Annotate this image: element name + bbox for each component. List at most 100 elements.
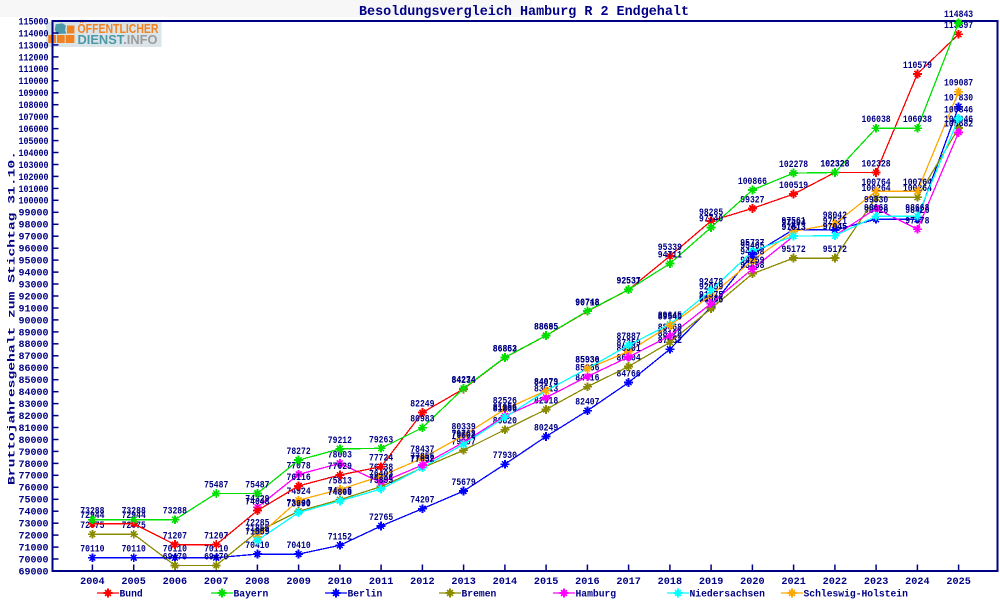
svg-text:69470: 69470 bbox=[204, 552, 228, 563]
svg-text:110579: 110579 bbox=[903, 61, 932, 72]
svg-text:Besoldungsvergleich Hamburg R: Besoldungsvergleich Hamburg R 2 Endgehal… bbox=[359, 5, 689, 20]
svg-text:97740: 97740 bbox=[699, 214, 723, 225]
svg-text:92531: 92531 bbox=[617, 277, 641, 288]
svg-text:107830: 107830 bbox=[944, 94, 973, 105]
svg-text:80339: 80339 bbox=[452, 422, 476, 433]
svg-text:70110: 70110 bbox=[163, 545, 187, 556]
svg-text:74048: 74048 bbox=[245, 498, 269, 509]
svg-text:2010: 2010 bbox=[328, 577, 353, 588]
svg-text:75813: 75813 bbox=[328, 477, 352, 488]
svg-text:70110: 70110 bbox=[122, 545, 146, 556]
svg-text:Hamburg: Hamburg bbox=[576, 589, 617, 600]
svg-text:104000: 104000 bbox=[19, 149, 49, 160]
svg-text:77930: 77930 bbox=[493, 451, 517, 462]
svg-text:95172: 95172 bbox=[782, 245, 806, 256]
svg-text:100000: 100000 bbox=[19, 197, 49, 208]
svg-text:91000: 91000 bbox=[19, 304, 49, 315]
svg-text:74865: 74865 bbox=[328, 488, 352, 499]
svg-text:83000: 83000 bbox=[19, 400, 49, 411]
svg-text:86863: 86863 bbox=[493, 344, 517, 355]
svg-text:73890: 73890 bbox=[287, 500, 311, 511]
svg-text:82000: 82000 bbox=[19, 412, 49, 423]
svg-text:Schleswig-Holstein: Schleswig-Holstein bbox=[804, 589, 908, 600]
svg-text:70410: 70410 bbox=[287, 541, 311, 552]
svg-text:99000: 99000 bbox=[19, 209, 49, 220]
svg-text:84234: 84234 bbox=[452, 376, 476, 387]
svg-text:70410: 70410 bbox=[245, 541, 269, 552]
svg-text:76403: 76403 bbox=[369, 470, 393, 481]
svg-text:91375: 91375 bbox=[699, 291, 723, 302]
svg-text:88695: 88695 bbox=[534, 323, 558, 334]
svg-text:86000: 86000 bbox=[19, 364, 49, 375]
svg-text:73288: 73288 bbox=[80, 507, 104, 518]
svg-text:94259: 94259 bbox=[740, 256, 764, 267]
svg-text:71152: 71152 bbox=[328, 532, 352, 543]
svg-text:80820: 80820 bbox=[493, 417, 517, 428]
svg-text:95737: 95737 bbox=[740, 238, 764, 249]
svg-text:DIENST.INFO: DIENST.INFO bbox=[78, 33, 158, 47]
svg-text:97045: 97045 bbox=[823, 223, 847, 234]
svg-text:108000: 108000 bbox=[19, 101, 49, 112]
svg-text:2012: 2012 bbox=[410, 577, 435, 588]
svg-text:2025: 2025 bbox=[946, 577, 971, 588]
svg-text:102328: 102328 bbox=[820, 160, 849, 171]
svg-text:77652: 77652 bbox=[410, 455, 434, 466]
svg-text:2014: 2014 bbox=[493, 577, 518, 588]
svg-text:92478: 92478 bbox=[699, 277, 723, 288]
svg-text:100866: 100866 bbox=[738, 177, 767, 188]
svg-text:73288: 73288 bbox=[122, 507, 146, 518]
svg-text:97561: 97561 bbox=[782, 217, 806, 228]
svg-text:94711: 94711 bbox=[658, 251, 682, 262]
svg-text:92537: 92537 bbox=[617, 277, 641, 288]
svg-text:78272: 78272 bbox=[287, 447, 311, 458]
svg-text:84079: 84079 bbox=[534, 378, 558, 389]
svg-text:90748: 90748 bbox=[575, 298, 599, 309]
svg-text:2004: 2004 bbox=[80, 577, 105, 588]
svg-text:80249: 80249 bbox=[534, 424, 558, 435]
svg-text:2006: 2006 bbox=[163, 577, 188, 588]
svg-text:102328: 102328 bbox=[820, 160, 849, 171]
svg-text:81956: 81956 bbox=[493, 403, 517, 414]
svg-text:87887: 87887 bbox=[617, 332, 641, 343]
svg-text:2023: 2023 bbox=[864, 577, 889, 588]
svg-text:101000: 101000 bbox=[19, 185, 49, 196]
svg-text:109000: 109000 bbox=[19, 89, 49, 100]
svg-text:73000: 73000 bbox=[19, 520, 49, 531]
svg-text:102000: 102000 bbox=[19, 173, 49, 184]
svg-text:95000: 95000 bbox=[19, 257, 49, 268]
svg-text:2009: 2009 bbox=[286, 577, 311, 588]
svg-text:73288: 73288 bbox=[163, 507, 187, 518]
svg-text:2005: 2005 bbox=[121, 577, 146, 588]
svg-text:2020: 2020 bbox=[740, 577, 765, 588]
svg-text:79762: 79762 bbox=[452, 429, 476, 440]
svg-text:113000: 113000 bbox=[19, 41, 49, 52]
svg-text:75000: 75000 bbox=[19, 496, 49, 507]
svg-text:82526: 82526 bbox=[493, 396, 517, 407]
svg-text:2008: 2008 bbox=[245, 577, 270, 588]
svg-text:97404: 97404 bbox=[782, 218, 806, 229]
svg-text:97000: 97000 bbox=[19, 233, 49, 244]
svg-text:75855: 75855 bbox=[369, 476, 393, 487]
svg-text:Bremen: Bremen bbox=[462, 590, 497, 600]
svg-text:79263: 79263 bbox=[369, 435, 393, 446]
svg-text:89645: 89645 bbox=[658, 311, 682, 322]
svg-text:85936: 85936 bbox=[575, 356, 599, 367]
svg-text:90718: 90718 bbox=[575, 298, 599, 309]
svg-text:81856: 81856 bbox=[493, 404, 517, 415]
svg-text:77078: 77078 bbox=[287, 461, 311, 472]
svg-text:ÖFFENTLICHER: ÖFFENTLICHER bbox=[78, 21, 159, 36]
svg-text:71855: 71855 bbox=[245, 524, 269, 535]
svg-text:92000: 92000 bbox=[19, 292, 49, 303]
svg-text:87000: 87000 bbox=[19, 352, 49, 363]
svg-text:76116: 76116 bbox=[287, 473, 311, 484]
svg-text:97578: 97578 bbox=[905, 216, 929, 227]
svg-text:72765: 72765 bbox=[369, 513, 393, 524]
svg-text:97013: 97013 bbox=[782, 223, 806, 234]
svg-text:106846: 106846 bbox=[944, 106, 973, 117]
svg-text:103000: 103000 bbox=[19, 161, 49, 172]
svg-text:110000: 110000 bbox=[19, 77, 49, 88]
svg-text:100764: 100764 bbox=[862, 178, 891, 189]
svg-text:78437: 78437 bbox=[410, 445, 434, 456]
svg-text:84766: 84766 bbox=[617, 370, 641, 381]
svg-text:Bund: Bund bbox=[120, 589, 143, 600]
